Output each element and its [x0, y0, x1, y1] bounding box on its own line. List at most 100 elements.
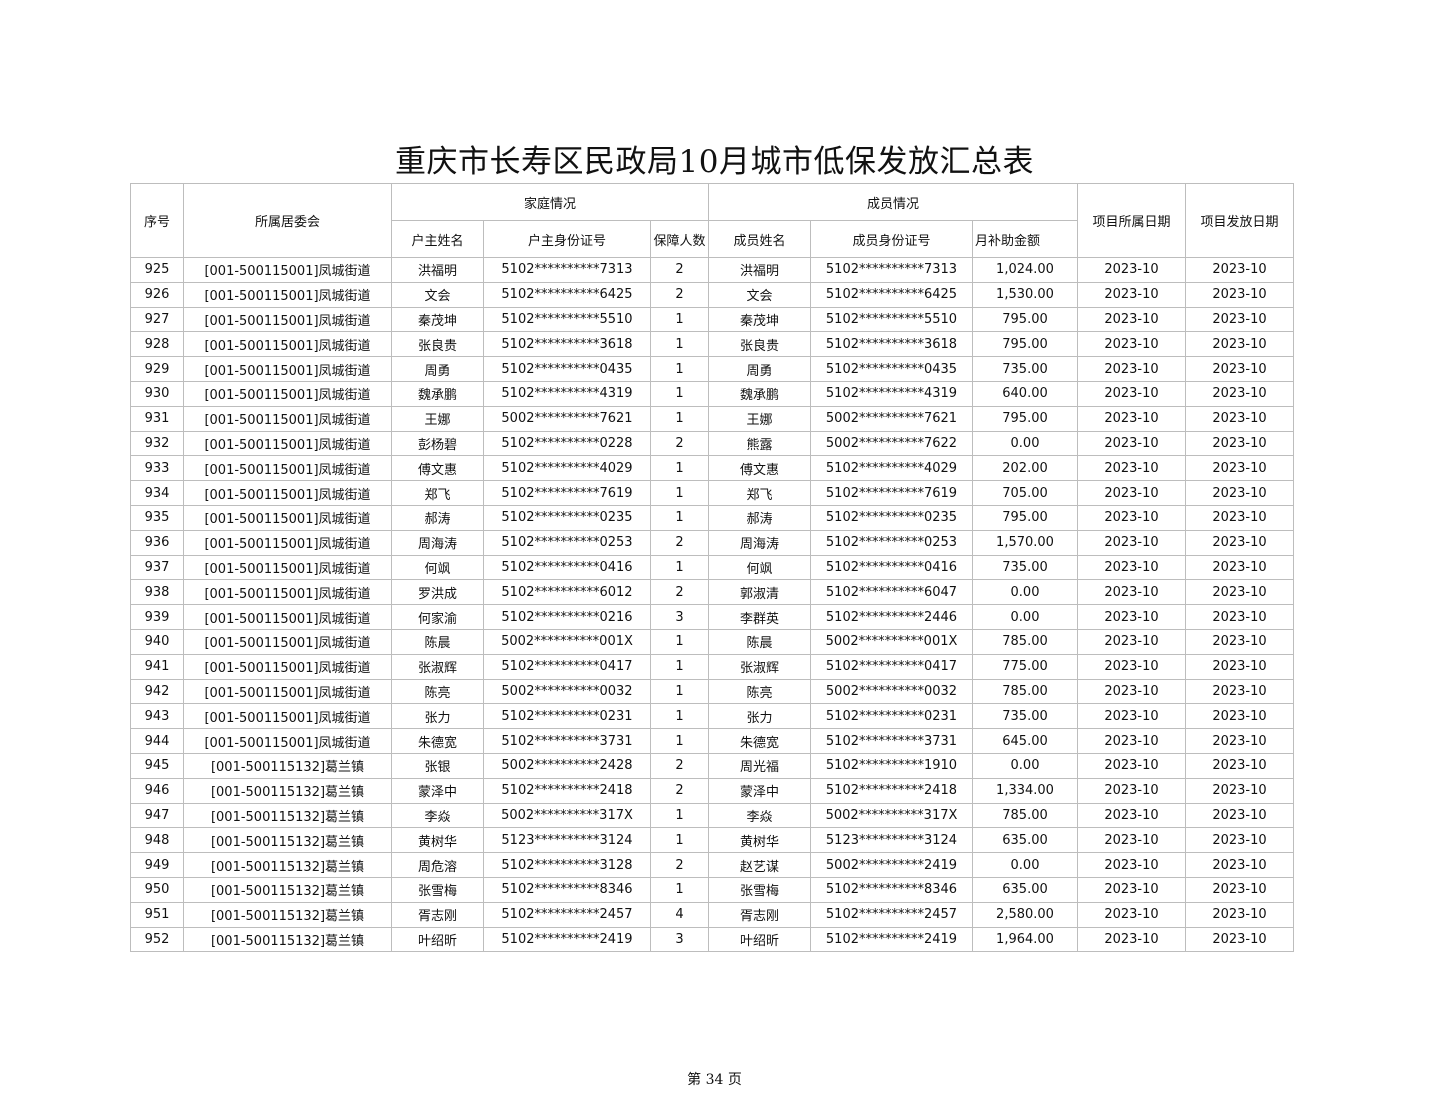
member-id-cell: 5102**********6425 [810, 281, 973, 308]
committee-cell: [001-500115132]葛兰镇 [183, 802, 392, 829]
member-id-cell: 5102**********7619 [810, 480, 973, 506]
head-id-cell: 5102**********3618 [483, 331, 651, 358]
head-name-cell: 李焱 [391, 802, 484, 829]
count-cell: 3 [650, 604, 709, 630]
seq-cell: 939 [130, 604, 184, 630]
issue-date-cell: 2023-10 [1185, 901, 1294, 928]
count-cell: 2 [650, 281, 709, 308]
issue-date-cell: 2023-10 [1185, 827, 1294, 854]
committee-cell: [001-500115132]葛兰镇 [183, 852, 392, 878]
belong-date-cell: 2023-10 [1077, 331, 1186, 358]
committee-cell: [001-500115001]凤城街道 [183, 380, 392, 407]
member-id-cell: 5102**********4319 [810, 380, 973, 407]
amount-cell: 735.00 [972, 554, 1078, 581]
member-id-cell: 5102**********2419 [810, 926, 973, 953]
count-cell: 4 [650, 901, 709, 928]
header-belong-date: 项目所属日期 [1077, 183, 1186, 258]
member-id-cell: 5102**********0231 [810, 703, 973, 730]
header-member-id: 成员身份证号 [810, 220, 973, 258]
committee-cell: [001-500115001]凤城街道 [183, 728, 392, 754]
count-cell: 1 [650, 455, 709, 482]
count-cell: 2 [650, 257, 709, 283]
committee-cell: [001-500115001]凤城街道 [183, 703, 392, 730]
seq-cell: 950 [130, 876, 184, 903]
head-name-cell: 秦茂坤 [391, 306, 484, 333]
header-member-name: 成员姓名 [708, 220, 811, 258]
issue-date-cell: 2023-10 [1185, 380, 1294, 407]
amount-cell: 785.00 [972, 678, 1078, 705]
head-id-cell: 5102**********8346 [483, 876, 651, 903]
issue-date-cell: 2023-10 [1185, 752, 1294, 779]
committee-cell: [001-500115132]葛兰镇 [183, 777, 392, 804]
member-name-cell: 魏承鹏 [708, 380, 811, 407]
member-id-cell: 5102**********0235 [810, 504, 973, 531]
count-cell: 2 [650, 752, 709, 779]
header-member-group: 成员情况 [708, 183, 1078, 221]
seq-cell: 940 [130, 628, 184, 655]
seq-cell: 942 [130, 678, 184, 705]
header-head-id: 户主身份证号 [483, 220, 651, 258]
member-id-cell: 5002**********7621 [810, 405, 973, 432]
head-name-cell: 文会 [391, 281, 484, 308]
table-row: 941 [001-500115001]凤城街道 张淑辉 5102**********0… [130, 653, 1294, 680]
committee-cell: [001-500115132]葛兰镇 [183, 926, 392, 953]
amount-cell: 1,334.00 [972, 777, 1078, 804]
head-name-cell: 胥志刚 [391, 901, 484, 928]
member-id-cell: 5002**********317X [810, 802, 973, 829]
amount-cell: 640.00 [972, 380, 1078, 407]
seq-cell: 934 [130, 480, 184, 506]
amount-cell: 0.00 [972, 752, 1078, 779]
head-id-cell: 5102**********0417 [483, 653, 651, 680]
amount-cell: 795.00 [972, 331, 1078, 358]
member-name-cell: 周光福 [708, 752, 811, 779]
head-id-cell: 5102**********3731 [483, 728, 651, 754]
belong-date-cell: 2023-10 [1077, 504, 1186, 531]
committee-cell: [001-500115001]凤城街道 [183, 653, 392, 680]
committee-cell: [001-500115001]凤城街道 [183, 579, 392, 606]
issue-date-cell: 2023-10 [1185, 802, 1294, 829]
head-name-cell: 黄树华 [391, 827, 484, 854]
header-seq: 序号 [130, 183, 184, 258]
issue-date-cell: 2023-10 [1185, 852, 1294, 878]
table-row: 938 [001-500115001]凤城街道 罗洪成 5102**********6… [130, 579, 1294, 606]
belong-date-cell: 2023-10 [1077, 281, 1186, 308]
committee-cell: [001-500115001]凤城街道 [183, 529, 392, 556]
head-id-cell: 5102**********6425 [483, 281, 651, 308]
member-name-cell: 李群英 [708, 604, 811, 630]
committee-cell: [001-500115132]葛兰镇 [183, 827, 392, 854]
seq-cell: 948 [130, 827, 184, 854]
member-id-cell: 5102**********2457 [810, 901, 973, 928]
member-id-cell: 5102**********6047 [810, 579, 973, 606]
seq-cell: 929 [130, 356, 184, 382]
member-name-cell: 王娜 [708, 405, 811, 432]
table-row: 950 [001-500115132]葛兰镇 张雪梅 5102**********83… [130, 876, 1294, 903]
issue-date-cell: 2023-10 [1185, 504, 1294, 531]
amount-cell: 1,024.00 [972, 257, 1078, 283]
issue-date-cell: 2023-10 [1185, 356, 1294, 382]
member-name-cell: 李焱 [708, 802, 811, 829]
member-name-cell: 周海涛 [708, 529, 811, 556]
head-name-cell: 罗洪成 [391, 579, 484, 606]
belong-date-cell: 2023-10 [1077, 703, 1186, 730]
table-row: 942 [001-500115001]凤城街道 陈亮 5002**********00… [130, 678, 1294, 705]
committee-cell: [001-500115001]凤城街道 [183, 480, 392, 506]
seq-cell: 941 [130, 653, 184, 680]
count-cell: 1 [650, 628, 709, 655]
head-id-cell: 5102**********0253 [483, 529, 651, 556]
header-amount: 月补助金额 [972, 220, 1078, 258]
seq-cell: 938 [130, 579, 184, 606]
issue-date-cell: 2023-10 [1185, 728, 1294, 754]
belong-date-cell: 2023-10 [1077, 827, 1186, 854]
committee-cell: [001-500115001]凤城街道 [183, 604, 392, 630]
head-id-cell: 5102**********0416 [483, 554, 651, 581]
belong-date-cell: 2023-10 [1077, 380, 1186, 407]
count-cell: 2 [650, 852, 709, 878]
issue-date-cell: 2023-10 [1185, 678, 1294, 705]
belong-date-cell: 2023-10 [1077, 876, 1186, 903]
belong-date-cell: 2023-10 [1077, 554, 1186, 581]
table-row: 952 [001-500115132]葛兰镇 叶绍昕 5102**********24… [130, 926, 1294, 953]
header-issue-date: 项目发放日期 [1185, 183, 1294, 258]
member-name-cell: 黄树华 [708, 827, 811, 854]
header-count: 保障人数 [650, 220, 709, 258]
committee-cell: [001-500115132]葛兰镇 [183, 876, 392, 903]
